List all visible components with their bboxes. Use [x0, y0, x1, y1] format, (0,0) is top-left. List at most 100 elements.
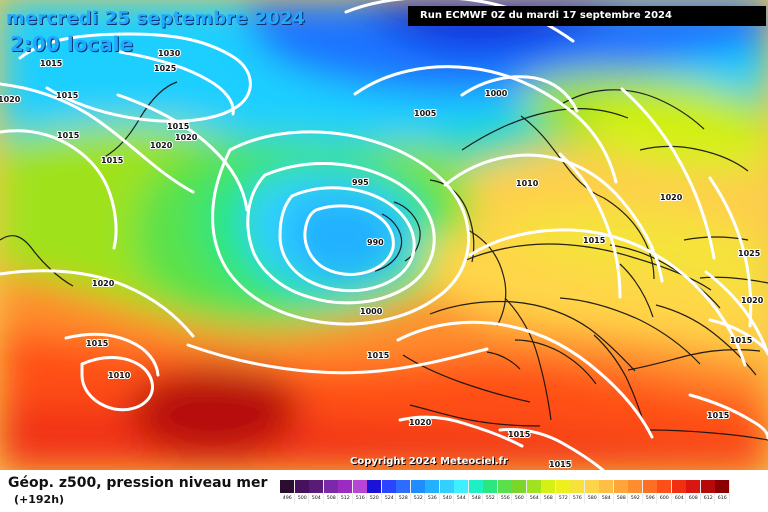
weather-map: 1015103010251015102010151015102010201015…	[0, 0, 768, 470]
legend-color-block	[584, 480, 599, 493]
run-info-banner: Run ECMWF 0Z du mardi 17 septembre 2024	[408, 6, 766, 26]
pressure-label: 1015	[707, 411, 730, 420]
forecast-step: (+192h)	[14, 493, 65, 506]
legend-color-block	[396, 480, 410, 493]
legend-swatch-540: 540	[439, 480, 454, 504]
legend-swatch-552: 552	[483, 480, 498, 504]
legend-color-block	[468, 480, 483, 493]
legend-swatch-528: 528	[396, 480, 411, 504]
legend-swatch-532: 532	[410, 480, 425, 504]
legend-swatch-516: 516	[352, 480, 367, 504]
legend-color-block	[700, 480, 715, 493]
legend-swatch-604: 604	[671, 480, 686, 504]
forecast-time: 2:00 locale	[10, 32, 134, 56]
legend-swatch-564: 564	[526, 480, 541, 504]
legend-color-block	[657, 480, 671, 493]
pressure-label: 1015	[101, 156, 124, 165]
pressure-label: 1010	[516, 179, 539, 188]
legend-color-block	[425, 480, 439, 493]
pressure-label: 1020	[660, 193, 683, 202]
legend-label: 548	[471, 495, 481, 501]
legend-swatch-504: 504	[309, 480, 324, 504]
legend-color-block	[715, 480, 729, 493]
legend-label: 560	[514, 495, 524, 501]
legend-swatch-556: 556	[497, 480, 512, 504]
legend-label: 504	[311, 495, 321, 501]
pressure-label: 1015	[730, 336, 753, 345]
pressure-label: 1000	[485, 89, 508, 98]
legend-label: 512	[340, 495, 350, 501]
legend-label: 600	[659, 495, 669, 501]
legend-label: 508	[326, 495, 336, 501]
legend-label: 580	[587, 495, 597, 501]
legend-swatch-548: 548	[468, 480, 483, 504]
pressure-label: 1025	[154, 64, 177, 73]
legend-swatch-608: 608	[686, 480, 701, 504]
legend-color-block	[483, 480, 497, 493]
legend-label: 556	[500, 495, 510, 501]
legend-panel: Géop. z500, pression niveau mer (+192h) …	[0, 470, 768, 512]
map-product-title: Géop. z500, pression niveau mer	[8, 475, 268, 491]
legend-swatch-508: 508	[323, 480, 338, 504]
legend-label: 596	[645, 495, 655, 501]
legend-swatch-520: 520	[367, 480, 382, 504]
legend-label: 568	[543, 495, 553, 501]
pressure-label: 1020	[175, 133, 198, 142]
legend-swatch-600: 600	[657, 480, 672, 504]
legend-label: 584	[601, 495, 611, 501]
legend-swatch-612: 612	[700, 480, 715, 504]
legend-swatch-596: 596	[642, 480, 657, 504]
legend-color-block	[555, 480, 570, 493]
pressure-label: 1015	[167, 122, 190, 131]
legend-swatch-560: 560	[512, 480, 527, 504]
legend-label: 536	[427, 495, 437, 501]
pressure-labels: 1015103010251015102010151015102010201015…	[0, 48, 765, 470]
pressure-label: 1020	[409, 418, 432, 427]
legend-label: 576	[572, 495, 582, 501]
legend-swatch-576: 576	[570, 480, 585, 504]
legend-swatch-568: 568	[541, 480, 556, 504]
legend-swatch-512: 512	[338, 480, 353, 504]
pressure-label: 1010	[108, 371, 131, 380]
legend-swatch-588: 588	[613, 480, 628, 504]
legend-color-block	[599, 480, 613, 493]
pressure-label: 1020	[150, 141, 173, 150]
pressure-label: 1015	[56, 91, 79, 100]
legend-color-block	[454, 480, 468, 493]
legend-swatch-592: 592	[628, 480, 643, 504]
legend-swatch-544: 544	[454, 480, 469, 504]
pressure-label: 1020	[0, 95, 21, 104]
legend-color-block	[280, 480, 294, 493]
legend-color-block	[323, 480, 338, 493]
legend-label: 524	[384, 495, 394, 501]
legend-color-block	[570, 480, 584, 493]
legend-label: 540	[442, 495, 452, 501]
pressure-label: 1030	[158, 49, 181, 58]
legend-color-block	[541, 480, 555, 493]
legend-swatch-572: 572	[555, 480, 570, 504]
pressure-label: 1000	[360, 307, 383, 316]
legend-swatch-500: 500	[294, 480, 309, 504]
legend-label: 496	[282, 495, 292, 501]
legend-color-block	[294, 480, 309, 493]
pressure-label: 1015	[583, 236, 606, 245]
legend-label: 552	[485, 495, 495, 501]
pressure-label: 1015	[508, 430, 531, 439]
pressure-label: 1015	[57, 131, 80, 140]
legend-color-block	[367, 480, 381, 493]
pressure-label: 1015	[40, 59, 63, 68]
legend-color-block	[381, 480, 396, 493]
pressure-label: 1020	[741, 296, 764, 305]
legend-swatch-580: 580	[584, 480, 599, 504]
legend-color-block	[628, 480, 642, 493]
legend-label: 572	[558, 495, 568, 501]
legend-label: 612	[703, 495, 713, 501]
legend-label: 604	[674, 495, 684, 501]
legend-label: 592	[630, 495, 640, 501]
legend-color-block	[526, 480, 541, 493]
pressure-label: 990	[367, 238, 384, 247]
legend-label: 520	[369, 495, 379, 501]
legend-color-block	[309, 480, 323, 493]
legend-label: 588	[616, 495, 626, 501]
